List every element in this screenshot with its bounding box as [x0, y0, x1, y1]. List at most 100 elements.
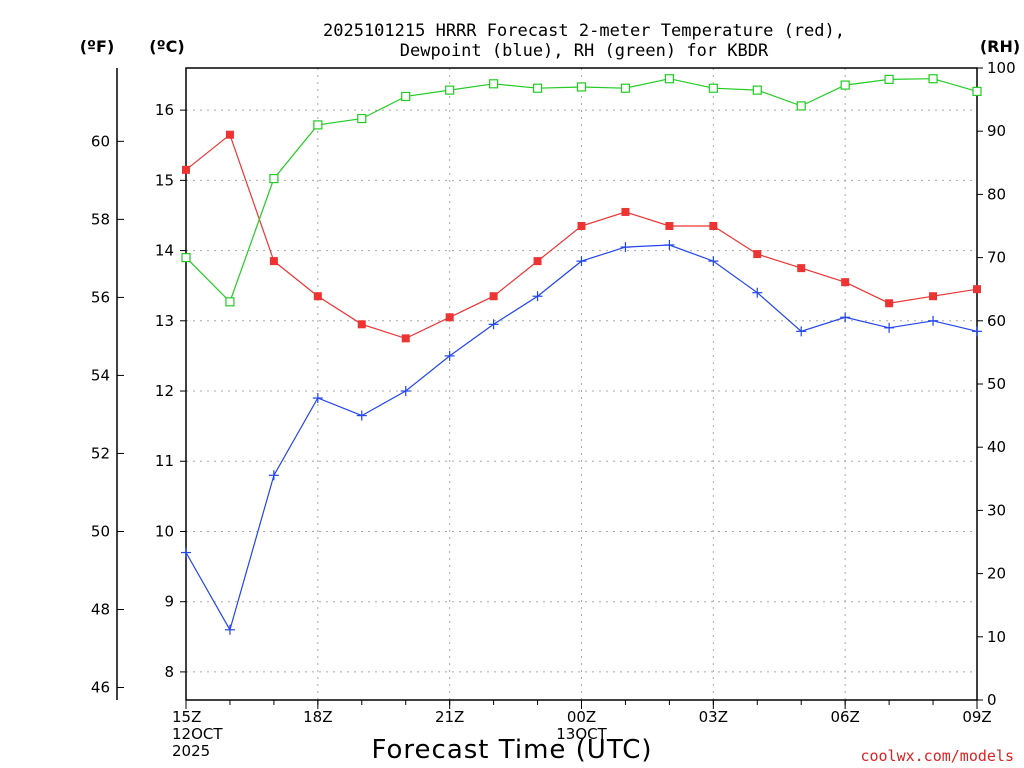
dewpoint-point	[532, 291, 543, 302]
x-tick-label: 13OCT	[556, 725, 607, 743]
temp-point	[929, 292, 938, 301]
temp-point	[885, 299, 894, 308]
rh-point	[313, 120, 323, 130]
temp-point	[225, 130, 234, 139]
temp-point	[445, 313, 454, 322]
rh-point	[972, 86, 982, 96]
rh-line	[185, 78, 978, 303]
rh-point	[796, 101, 806, 111]
rh-point	[840, 80, 850, 90]
celsius-tick-label: 15	[155, 171, 174, 189]
temp-point	[313, 292, 322, 301]
rh-tick-label: 60	[987, 312, 1006, 330]
x-tick-label: 00Z	[567, 708, 596, 726]
rh-point	[884, 74, 894, 84]
rh-point	[928, 74, 938, 84]
fahrenheit-tick-label: 60	[91, 132, 110, 150]
rh-axis-label: (RH)	[980, 37, 1020, 56]
temp-point	[841, 278, 850, 287]
dewpoint-point	[181, 547, 191, 558]
rh-point	[708, 83, 718, 93]
dewpoint-point	[356, 410, 367, 421]
temp-point	[401, 334, 410, 343]
dewpoint-point	[224, 624, 235, 635]
rh-tick-label: 70	[987, 249, 1006, 267]
celsius-tick-label: 9	[164, 593, 174, 611]
rh-point	[445, 85, 455, 95]
temp-point	[182, 165, 190, 174]
x-tick-label: 03Z	[699, 708, 728, 726]
celsius-tick-label: 11	[155, 452, 174, 470]
dewpoint-point	[708, 256, 719, 267]
dewpoint-point	[796, 326, 807, 337]
temp-point	[489, 292, 498, 301]
rh-tick-label: 20	[987, 565, 1006, 583]
temp-point	[357, 320, 366, 329]
temp-point	[269, 257, 278, 266]
temp-point	[533, 257, 542, 266]
rh-point	[489, 79, 499, 89]
celsius-tick-label: 12	[155, 382, 174, 400]
rh-point	[752, 85, 762, 95]
x-tick-label: 2025	[172, 742, 210, 760]
dewpoint-point	[972, 326, 982, 337]
rh-tick-label: 40	[987, 438, 1006, 456]
rh-tick-label: 30	[987, 501, 1006, 519]
credit-link[interactable]: coolwx.com/models	[860, 747, 1014, 765]
dewpoint-point	[620, 242, 631, 253]
x-axis-title: Forecast Time (UTC)	[371, 735, 652, 765]
rh-point	[576, 82, 587, 92]
dewpoint-point	[400, 386, 411, 397]
temp-point	[753, 250, 762, 259]
data-series	[181, 74, 982, 635]
fahrenheit-tick-label: 56	[91, 288, 110, 306]
x-tick-label: 18Z	[303, 708, 332, 726]
temp-point	[797, 264, 806, 273]
chart-title-line-2: Dewpoint (blue), RH (green) for KBDR	[400, 41, 769, 61]
rh-point	[357, 113, 367, 124]
dewpoint-point	[664, 239, 675, 250]
fahrenheit-tick-label: 54	[91, 366, 110, 384]
celsius-tick-label: 13	[155, 312, 174, 330]
rh-point	[181, 253, 191, 263]
fahrenheit-axis-label: (ºF)	[80, 37, 115, 56]
fahrenheit-tick-label: 50	[91, 522, 110, 540]
fahrenheit-tick-label: 52	[91, 444, 110, 462]
temp-point	[621, 207, 630, 216]
dewpoint-point	[488, 319, 499, 330]
rh-tick-label: 0	[987, 691, 997, 709]
temp-point	[665, 222, 674, 230]
x-tick-label: 15Z	[172, 708, 201, 726]
dewpoint-point	[884, 322, 895, 333]
axis-ticks: 8 9 10 11 12 13 14 15 16 46 48 50 52 54 56 58 60 0 10 20 30 4…	[91, 59, 1016, 760]
rh-point	[401, 91, 411, 102]
dewpoint-point	[268, 470, 279, 481]
rh-point	[620, 83, 631, 93]
rh-point	[269, 174, 279, 184]
dewpoint-point	[928, 315, 939, 326]
dewpoint-point	[576, 256, 587, 267]
rh-point	[225, 297, 235, 307]
dewpoint-point	[444, 350, 455, 361]
celsius-tick-label: 14	[155, 242, 174, 260]
fahrenheit-tick-label: 46	[91, 679, 110, 697]
x-tick-label: 12OCT	[172, 725, 223, 743]
rh-tick-label: 10	[987, 628, 1006, 646]
rh-tick-label: 100	[987, 59, 1016, 77]
rh-point	[664, 74, 674, 84]
celsius-tick-label: 8	[164, 663, 174, 681]
rh-point	[532, 83, 543, 93]
x-tick-label: 21Z	[435, 708, 464, 726]
rh-tick-label: 50	[987, 375, 1006, 393]
rh-tick-label: 90	[987, 122, 1006, 140]
celsius-tick-label: 10	[155, 522, 174, 540]
gridlines	[186, 68, 977, 700]
dewpoint-point	[752, 287, 763, 298]
x-tick-label: 09Z	[962, 708, 991, 726]
dewpoint-point	[312, 393, 323, 404]
temp-point	[577, 222, 586, 230]
temp-point	[973, 285, 981, 294]
x-tick-label: 06Z	[830, 708, 859, 726]
celsius-axis-label: (ºC)	[149, 37, 184, 56]
